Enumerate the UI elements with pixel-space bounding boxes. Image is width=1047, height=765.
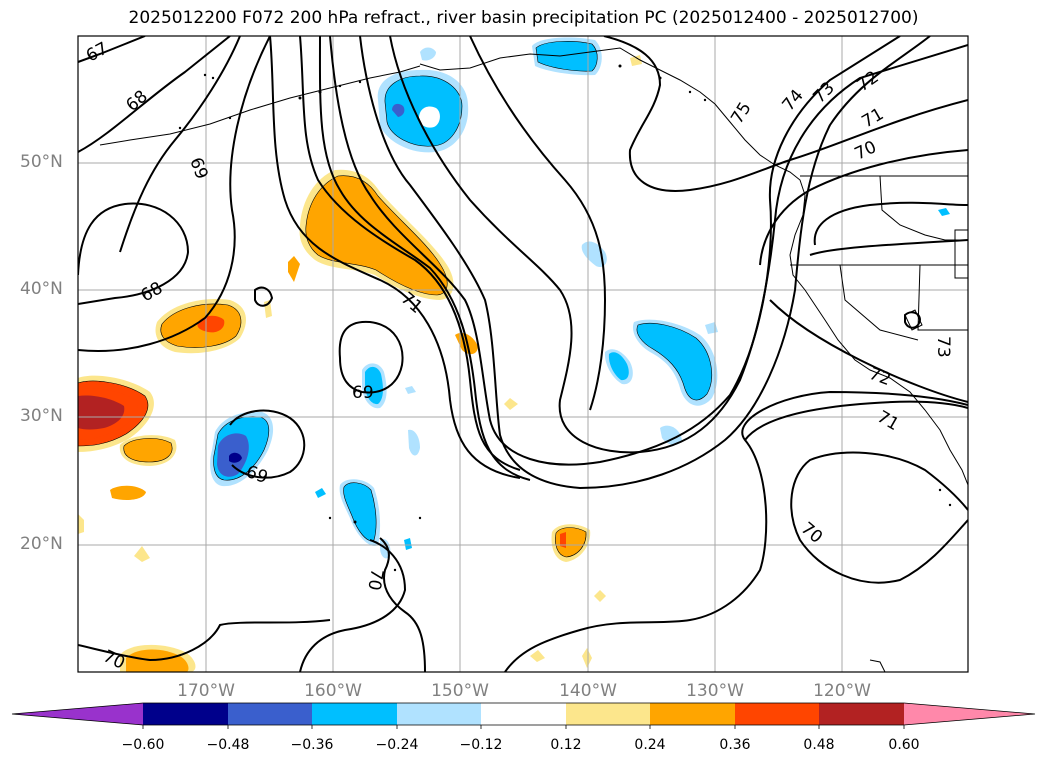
lon-label: 170°W: [177, 681, 235, 701]
colorbar-bin: [228, 703, 312, 725]
islands: [178, 64, 952, 572]
contour-label: 70: [363, 567, 386, 592]
colorbar-bin: [650, 703, 735, 725]
lat-label: 30°N: [20, 406, 63, 426]
coastlines: [99, 47, 968, 672]
plot-area: 67 68 69 68 71 69 69 70 70 75 74 73 72 7…: [78, 36, 968, 672]
colorbar-extend-min: [12, 703, 143, 725]
colorbar-tick-label: −0.24: [375, 737, 419, 753]
precip-shading: [78, 37, 950, 672]
colorbar-bin: [566, 703, 650, 725]
refractivity-contours: [78, 36, 968, 672]
lon-label: 150°W: [431, 681, 489, 701]
lat-label: 50°N: [20, 152, 63, 172]
lon-label: 140°W: [559, 681, 617, 701]
colorbar-bin: [481, 703, 566, 725]
lon-label: 160°W: [304, 681, 362, 701]
colorbar-tick-label: −0.48: [206, 737, 250, 753]
shading-outlines: [78, 41, 713, 558]
colorbar-tick-label: 0.36: [719, 737, 751, 753]
colorbar-bin: [735, 703, 819, 725]
colorbar-tick-label: 0.12: [550, 737, 582, 753]
colorbar-tick-label: −0.36: [290, 737, 334, 753]
colorbar-bin: [819, 703, 904, 725]
colorbar: [11, 702, 1036, 729]
colorbar-tick-label: 0.24: [634, 737, 666, 753]
lon-label: 120°W: [813, 681, 871, 701]
lon-label: 130°W: [686, 681, 744, 701]
colorbar-tick-label: 0.60: [888, 737, 920, 753]
colorbar-tick-label: −0.60: [121, 737, 165, 753]
contour-label: 69: [352, 383, 374, 403]
colorbar-extend-max: [904, 703, 1035, 725]
lat-label: 40°N: [20, 279, 63, 299]
lat-label: 20°N: [20, 534, 63, 554]
colorbar-tick-label: −0.12: [459, 737, 503, 753]
colorbar-bin: [397, 703, 481, 725]
plot-frame: [77, 35, 969, 673]
map-title: 2025012200 F072 200 hPa refract., river …: [128, 8, 919, 28]
colorbar-bin: [312, 703, 397, 725]
colorbar-bin: [143, 703, 228, 725]
colorbar-tick-label: 0.48: [803, 737, 835, 753]
contour-label: 73: [933, 336, 953, 358]
